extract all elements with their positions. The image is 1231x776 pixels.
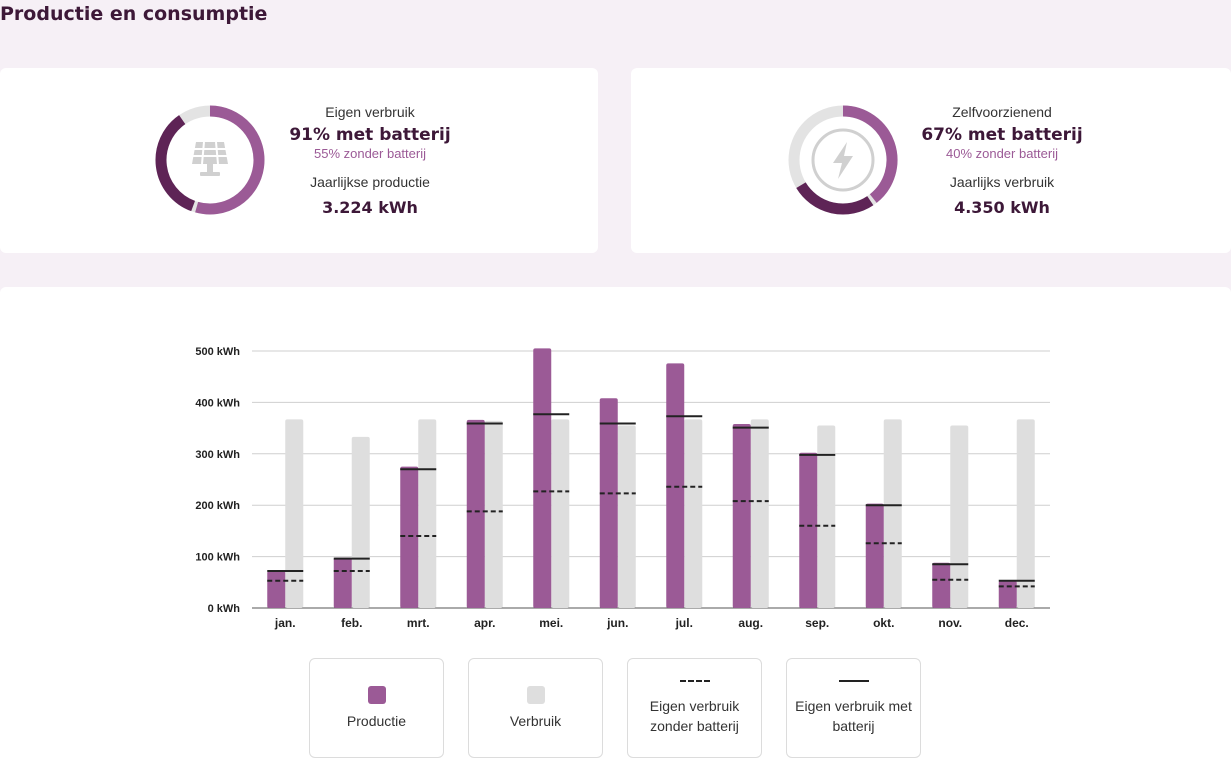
- monthly-chart: 0 kWh 100 kWh 200 kWh 300 kWh 400 kWh 500 kWh…: [195, 346, 1050, 630]
- annual-production-label: Jaarlijkse productie: [310, 174, 430, 190]
- lightning-icon: [811, 128, 875, 192]
- self-sufficiency-stats: Zelfvoorzienend 67% met batterij 40% zon…: [872, 102, 1132, 220]
- y-tick-label: 0 kWh: [208, 603, 241, 615]
- x-tick-label: mrt.: [407, 616, 430, 630]
- y-tick-label: 400 kWh: [195, 397, 240, 409]
- self-sufficiency-donut: [788, 105, 898, 215]
- bar-verbruik[interactable]: [684, 419, 703, 608]
- bar-productie[interactable]: [732, 423, 751, 608]
- x-tick-label: jun.: [606, 616, 628, 630]
- legend-without-battery-line2: zonder batterij: [650, 718, 739, 734]
- x-tick-label: aug.: [738, 616, 763, 630]
- legend-with-battery[interactable]: Eigen verbruik met batterij: [786, 658, 921, 758]
- bar-verbruik[interactable]: [750, 419, 769, 608]
- bar-productie[interactable]: [799, 452, 818, 608]
- x-tick-label: mei.: [539, 616, 563, 630]
- legend-consumption-label: Verbruik: [509, 713, 562, 729]
- annual-production-value: 3.224 kWh: [322, 198, 418, 217]
- legend-solid-line: [839, 680, 869, 682]
- y-tick-label: 100 kWh: [195, 552, 240, 564]
- legend-with-battery-label: Eigen verbruik met batterij: [791, 696, 916, 736]
- bar-verbruik[interactable]: [950, 425, 969, 608]
- self-consumption-donut: [155, 105, 265, 215]
- bar-verbruik[interactable]: [285, 419, 304, 608]
- chart-card: 0 kWh 100 kWh 200 kWh 300 kWh 400 kWh 500 kWh…: [0, 287, 1231, 776]
- donut-extra-battery-arc: [155, 115, 196, 212]
- bar-verbruik[interactable]: [817, 425, 836, 608]
- bar-productie[interactable]: [466, 419, 485, 608]
- bar-productie[interactable]: [267, 570, 286, 608]
- legend-without-battery-label: Eigen verbruik zonder batterij: [632, 696, 757, 736]
- legend-with-battery-line2: batterij: [832, 718, 875, 734]
- legend-without-battery-line1: Eigen verbruik: [649, 698, 740, 714]
- self-consumption-label: Eigen verbruik: [325, 104, 415, 120]
- x-tick-label: okt.: [873, 616, 894, 630]
- x-tick-label: apr.: [474, 616, 495, 630]
- bar-productie[interactable]: [599, 398, 618, 608]
- legend-with-battery-line1: Eigen verbruik met: [795, 698, 912, 714]
- bar-verbruik[interactable]: [351, 436, 370, 608]
- legend-production[interactable]: Productie: [309, 658, 444, 758]
- x-tick-label: feb.: [341, 616, 362, 630]
- bar-productie[interactable]: [865, 503, 884, 608]
- self-consumption-card: Eigen verbruik 91% met batterij 55% zond…: [0, 68, 598, 253]
- bar-verbruik[interactable]: [484, 420, 503, 608]
- self-consumption-without-battery: 55% zonder batterij: [313, 146, 426, 161]
- legend-consumption[interactable]: Verbruik: [468, 658, 603, 758]
- y-tick-label: 300 kWh: [195, 449, 240, 461]
- bar-verbruik[interactable]: [418, 419, 437, 608]
- y-tick-label: 200 kWh: [195, 500, 240, 512]
- x-tick-label: sep.: [805, 616, 829, 630]
- legend-dashed-line: [680, 680, 710, 682]
- y-tick-label: 500 kWh: [195, 346, 240, 358]
- annual-consumption-label: Jaarlijks verbruik: [949, 174, 1055, 190]
- bar-verbruik[interactable]: [1016, 419, 1035, 608]
- x-tick-label: jan.: [274, 616, 296, 630]
- solar-panel-icon: [192, 141, 228, 176]
- self-sufficiency-without-battery: 40% zonder batterij: [945, 146, 1058, 161]
- bar-productie[interactable]: [533, 348, 552, 608]
- bar-productie[interactable]: [998, 580, 1017, 608]
- x-tick-label: dec.: [1005, 616, 1029, 630]
- legend-without-battery[interactable]: Eigen verbruik zonder batterij: [627, 658, 762, 758]
- self-sufficiency-label: Zelfvoorzienend: [952, 104, 1052, 120]
- self-consumption-stats: Eigen verbruik 91% met batterij 55% zond…: [240, 102, 500, 220]
- bar-verbruik[interactable]: [617, 425, 636, 608]
- bar-productie[interactable]: [666, 363, 685, 608]
- donut-with-battery-arc: [195, 105, 265, 215]
- bar-verbruik[interactable]: [551, 419, 570, 608]
- legend-production-label: Productie: [346, 713, 407, 729]
- x-tick-label: nov.: [938, 616, 962, 630]
- self-sufficiency-card: Zelfvoorzienend 67% met batterij 40% zon…: [631, 68, 1231, 253]
- bar-productie[interactable]: [400, 466, 419, 608]
- self-consumption-with-battery: 91% met batterij: [289, 125, 451, 145]
- legend-production-swatch: [368, 686, 386, 704]
- x-tick-label: jul.: [675, 616, 693, 630]
- legend-consumption-swatch: [527, 686, 545, 704]
- annual-consumption-value: 4.350 kWh: [954, 198, 1050, 217]
- self-sufficiency-with-battery: 67% met batterij: [921, 125, 1083, 145]
- donut-with-battery-arc: [842, 105, 898, 203]
- page-title: Productie en consumptie: [0, 3, 268, 25]
- bar-verbruik[interactable]: [883, 419, 902, 608]
- donut-extra-battery-arc: [796, 182, 874, 215]
- bar-productie[interactable]: [932, 562, 951, 608]
- bar-productie[interactable]: [333, 557, 352, 608]
